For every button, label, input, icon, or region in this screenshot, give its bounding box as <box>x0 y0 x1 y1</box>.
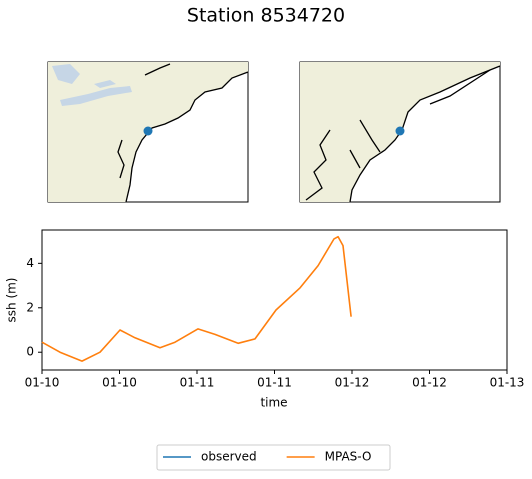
y-axis-label: ssh (m) <box>5 278 19 323</box>
plot-frame <box>41 229 508 371</box>
x-tick-label: 01-10 <box>25 376 60 390</box>
legend <box>156 444 391 471</box>
chart-title: Station 8534720 <box>187 5 345 27</box>
x-tick-label: 01-11 <box>180 376 215 390</box>
map-left <box>47 61 249 203</box>
y-tick-label: 0 <box>26 345 34 359</box>
y-tick-label: 2 <box>26 300 34 314</box>
legend-label: MPAS-O <box>325 450 372 464</box>
legend-label: observed <box>201 450 257 464</box>
map-right <box>299 61 501 203</box>
series-line <box>41 235 352 362</box>
x-tick-label: 01-12 <box>412 376 447 390</box>
x-tick-label: 01-10 <box>102 376 137 390</box>
x-tick-label: 01-11 <box>257 376 292 390</box>
x-tick-label: 01-12 <box>335 376 370 390</box>
x-tick-label: 01-13 <box>490 376 525 390</box>
x-axis-label: time <box>260 396 287 410</box>
y-tick-label: 4 <box>26 256 34 270</box>
